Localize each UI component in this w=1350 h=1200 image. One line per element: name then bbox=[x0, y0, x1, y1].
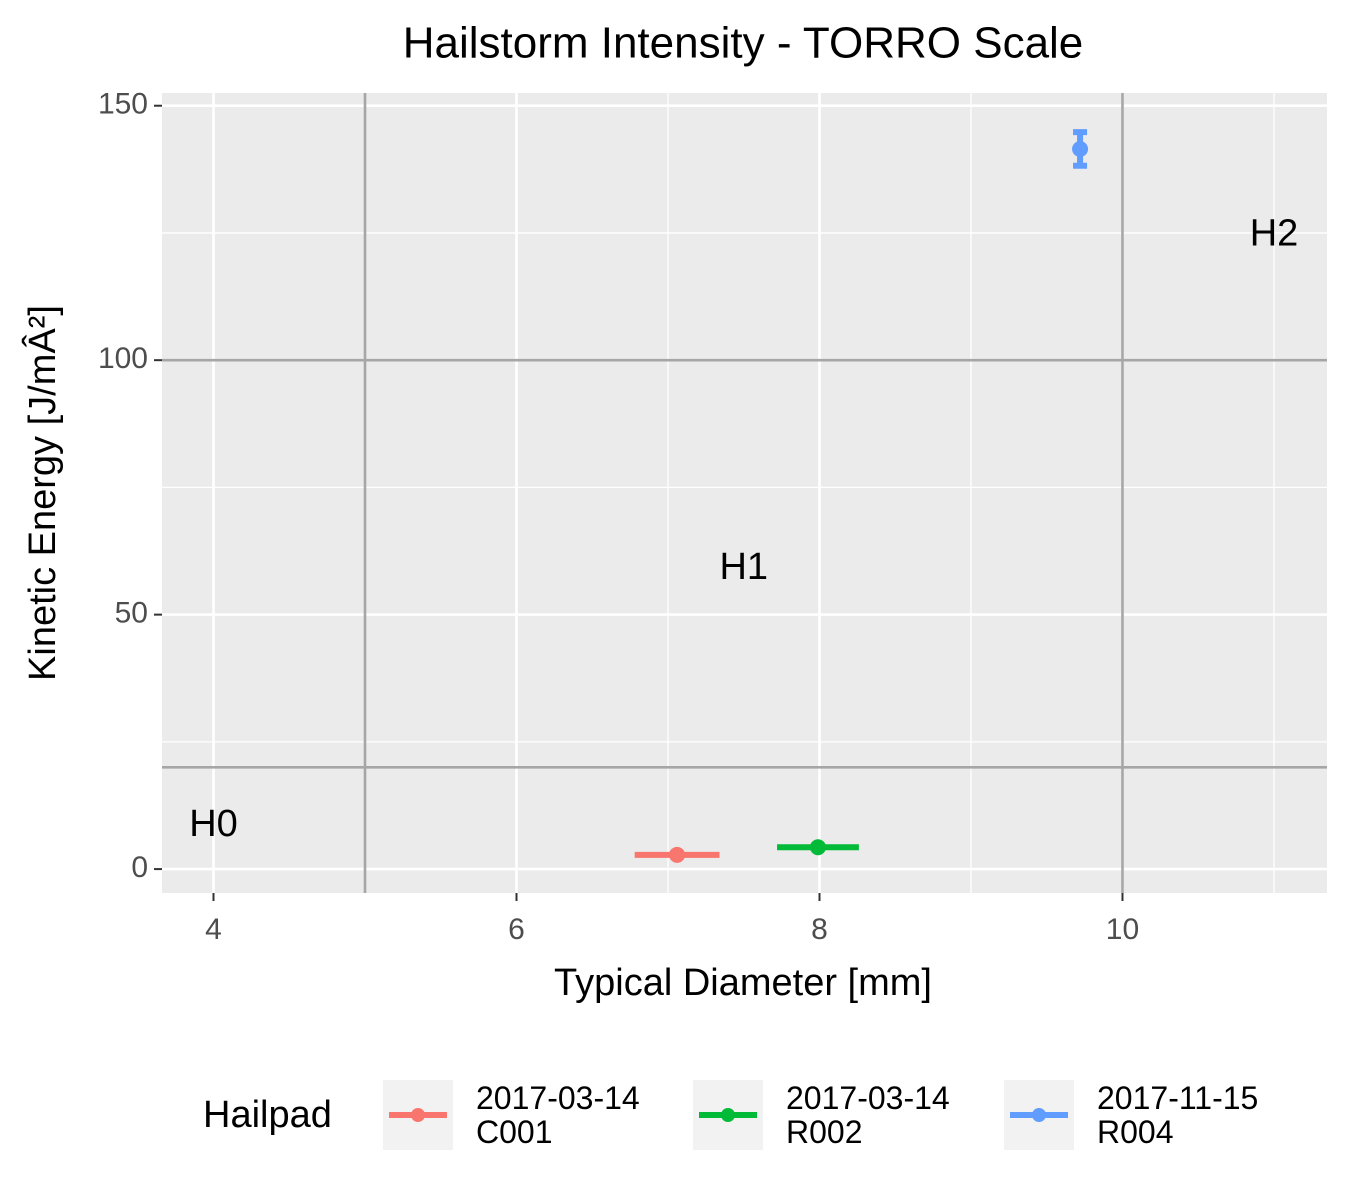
point bbox=[1072, 140, 1089, 157]
x-tick-label: 10 bbox=[1106, 913, 1139, 946]
legend-key-point bbox=[721, 1108, 735, 1122]
legend-label: 2017-11-15 R004 bbox=[1097, 1080, 1259, 1150]
y-tick-label: 150 bbox=[98, 88, 148, 121]
legend-title: Hailpad bbox=[203, 1094, 332, 1136]
y-tick-label: 50 bbox=[115, 597, 148, 630]
legend-key-point bbox=[1032, 1108, 1046, 1122]
y-tick-label: 100 bbox=[98, 342, 148, 375]
annotation: H0 bbox=[189, 803, 238, 845]
x-axis-title: Typical Diameter [mm] bbox=[554, 962, 932, 1004]
y-axis-title: Kinetic Energy [J/mÂ²] bbox=[21, 305, 64, 681]
y-tick-label: 0 bbox=[131, 851, 148, 884]
annotation: H2 bbox=[1250, 213, 1299, 255]
x-tick-label: 4 bbox=[205, 913, 222, 946]
point bbox=[809, 839, 826, 856]
annotation: H1 bbox=[719, 546, 768, 588]
chart-title: Hailstorm Intensity - TORRO Scale bbox=[403, 19, 1084, 68]
x-tick-label: 8 bbox=[811, 913, 828, 946]
x-tick-label: 6 bbox=[508, 913, 525, 946]
legend-key-point bbox=[411, 1108, 425, 1122]
legend-label: 2017-03-14 C001 bbox=[476, 1080, 640, 1150]
plot-background bbox=[162, 93, 1327, 893]
legend-label: 2017-03-14 R002 bbox=[786, 1080, 950, 1150]
point bbox=[669, 846, 686, 863]
